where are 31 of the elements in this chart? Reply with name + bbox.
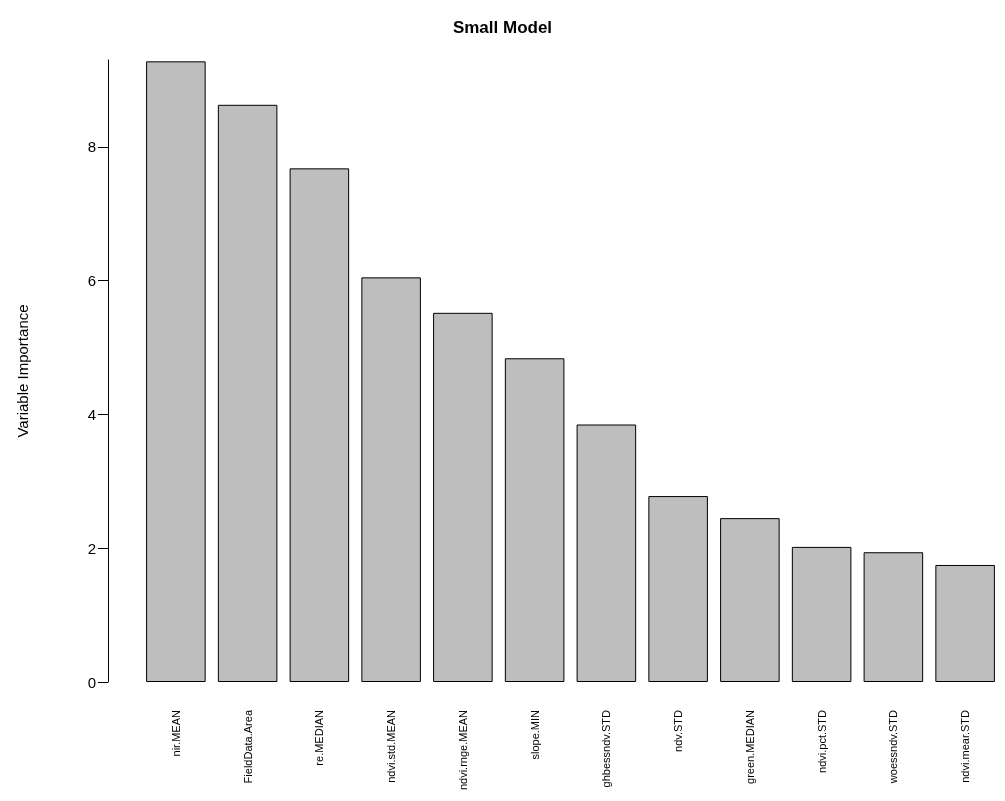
x-tick-label: ndvi.pct.STD	[815, 709, 828, 773]
chart-title: Small Model	[452, 18, 553, 37]
x-tick-label: ndv.STD	[672, 709, 685, 752]
x-tick-label: ndvi.mear.STD	[959, 709, 972, 783]
bar	[648, 496, 708, 682]
bar	[289, 168, 350, 682]
y-tick-label: 0	[87, 673, 96, 691]
x-tick-label: green.MEDIAN	[743, 709, 756, 784]
y-tick-label: 2	[87, 539, 96, 557]
x-tick-label: slope.MIN	[528, 709, 541, 760]
bar	[576, 424, 637, 682]
y-tick-label: 6	[87, 272, 96, 290]
bar	[504, 358, 565, 682]
bar	[361, 277, 421, 682]
x-tick-label: nir.MEAN	[169, 709, 182, 757]
bar	[791, 546, 852, 682]
x-tick-label: woessndv.STD	[887, 709, 900, 785]
x-tick-label: ndvi.rnge.MEAN	[456, 709, 469, 791]
y-tick-label: 4	[87, 405, 96, 423]
x-tick-label: re.MEDIAN	[313, 709, 326, 766]
bar	[433, 312, 493, 682]
x-tick-label: ghbessndv.STD	[600, 709, 613, 788]
y-axis-title: Variable Importance	[14, 304, 31, 438]
bar	[146, 61, 206, 682]
x-tick-label: ndvi.std.MEAN	[385, 709, 398, 783]
bar	[863, 552, 924, 682]
y-tick-label: 8	[87, 138, 96, 156]
x-tick-label: FieldData.Area	[241, 709, 254, 784]
bar	[935, 564, 995, 682]
bar	[217, 104, 278, 682]
bar	[720, 518, 780, 682]
